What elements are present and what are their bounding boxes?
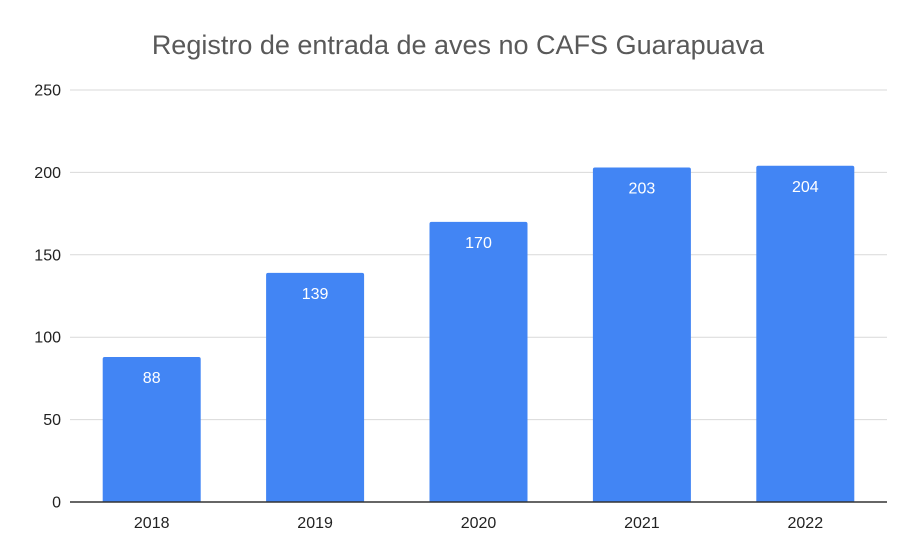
bar-2020 [429,221,528,502]
x-tick-label-2021: 2021 [624,515,660,532]
y-tick-label: 100 [34,330,61,347]
bars [102,165,855,503]
data-label-2022: 204 [792,179,819,196]
chart-title: Registro de entrada de aves no CAFS Guar… [152,30,765,60]
data-labels: 88 139 170 203 204 [143,179,819,387]
data-label-2019: 139 [302,286,329,303]
data-label-2018: 88 [143,370,161,387]
y-tick-label: 0 [52,495,61,512]
y-tick-label: 50 [43,412,61,429]
bar-2018 [102,356,201,502]
data-label-2021: 203 [629,180,656,197]
bar-2022 [756,165,855,503]
data-label-2020: 170 [465,235,492,252]
y-tick-label: 250 [34,83,61,100]
y-tick-label: 200 [34,165,61,182]
y-tick-label: 150 [34,247,61,264]
x-tick-label-2018: 2018 [134,515,170,532]
bar-2021 [592,167,691,502]
y-axis-ticks: 0 50 100 150 200 250 [34,83,61,512]
x-tick-label-2019: 2019 [297,515,333,532]
x-tick-label-2022: 2022 [788,515,824,532]
x-tick-label-2020: 2020 [461,515,497,532]
x-axis-ticks: 2018 2019 2020 2021 2022 [134,515,823,532]
bar-2019 [266,272,365,502]
